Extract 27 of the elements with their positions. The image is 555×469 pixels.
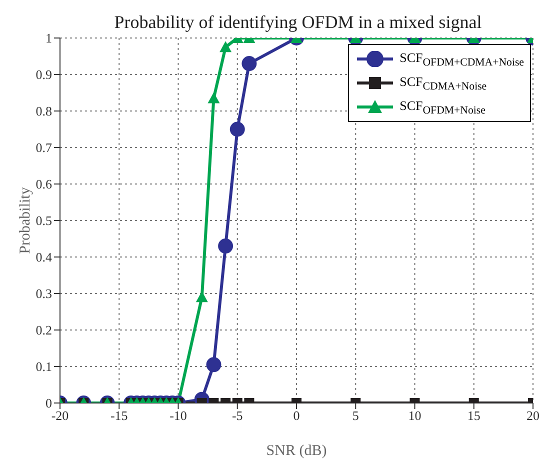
- x-tick-label: 10: [408, 408, 422, 424]
- x-tick-label: 5: [352, 408, 359, 424]
- point: [218, 238, 234, 254]
- x-tick-label: 15: [467, 408, 480, 424]
- y-tick-label: 0.9: [36, 67, 52, 82]
- x-tick-label: -15: [110, 408, 128, 424]
- x-tick-label: -5: [232, 408, 243, 424]
- y-tick-label: 0.8: [36, 104, 52, 119]
- x-tick-label: 20: [526, 408, 540, 424]
- chart-title: Probability of identifying OFDM in a mixed signal: [114, 12, 482, 32]
- y-tick-label: 0.3: [36, 286, 52, 302]
- y-tick-label: 0.2: [36, 322, 52, 338]
- x-axis-title: SNR (dB): [266, 443, 327, 459]
- x-tick-label: -20: [51, 408, 69, 424]
- y-tick-label: 0.5: [36, 213, 52, 228]
- legend-label: SCF$_{OFDM+CDMA+Noise}$: [400, 50, 524, 68]
- legend-label: SCF$_{OFDM+Noise}$: [400, 98, 486, 116]
- y-tick-label: 0.4: [36, 250, 52, 265]
- y-tick-label: 0.6: [36, 176, 52, 192]
- y-tick-label: 0: [46, 396, 52, 411]
- y-tick-label: 0.1: [36, 359, 52, 374]
- y-tick-label: 1: [46, 30, 52, 46]
- x-tick-label: 0: [293, 408, 300, 424]
- y-tick-label: 0.7: [36, 140, 52, 156]
- y-axis-title: Probability: [17, 186, 34, 254]
- x-tick-label: -10: [170, 408, 187, 424]
- legend-label: SCF$_{CDMA+Noise}$: [400, 74, 487, 92]
